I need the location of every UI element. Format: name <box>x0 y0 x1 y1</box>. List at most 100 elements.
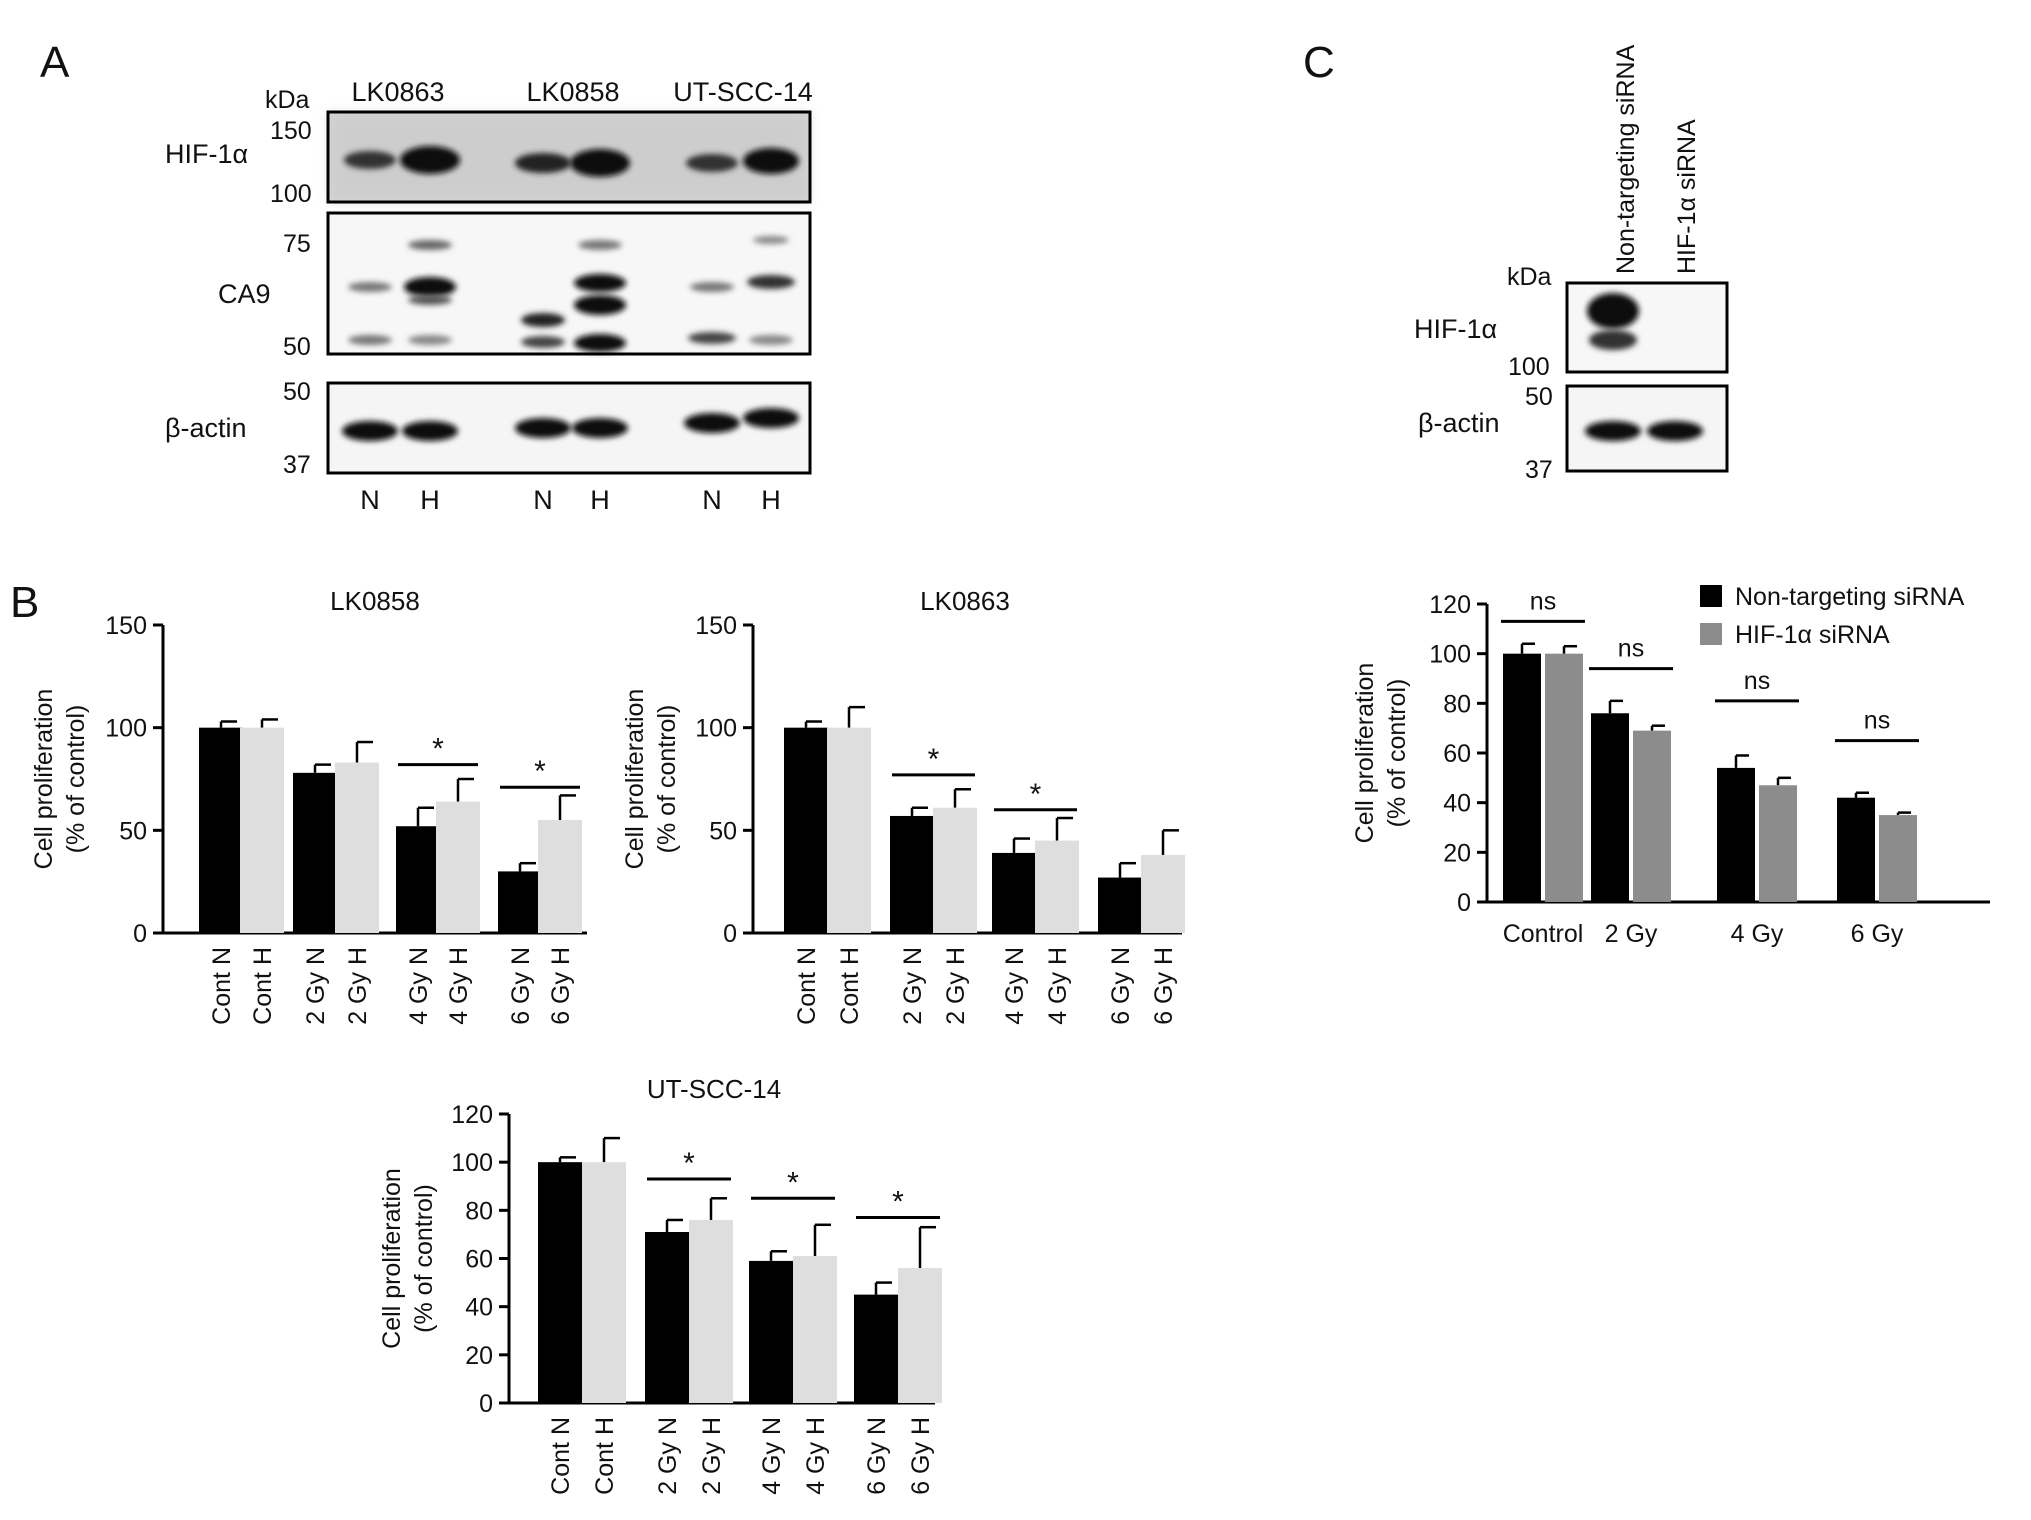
y-tick-label: 60 <box>1443 740 1471 768</box>
blot-a-lane-2: H <box>420 485 440 515</box>
blot-a-lane-1: N <box>360 485 380 515</box>
bar <box>199 727 243 933</box>
legend-swatch <box>1700 585 1722 607</box>
significance-label: * <box>892 1186 904 1219</box>
x-tick-label: 6 Gy H <box>907 1417 935 1495</box>
x-tick-label: 4 Gy <box>1731 920 1784 948</box>
y-tick-label: 50 <box>709 817 737 845</box>
y-tick-label: 40 <box>1443 790 1471 818</box>
bar <box>1545 653 1583 902</box>
panel-letter-c: C <box>1303 38 1335 87</box>
x-tick-label: 6 Gy N <box>1107 947 1135 1025</box>
bar <box>1879 815 1917 902</box>
chart-title: UT-SCC-14 <box>647 1074 781 1104</box>
y-axis-label: (% of control) <box>1383 679 1411 828</box>
x-tick-label: Cont N <box>547 1417 575 1495</box>
bar <box>498 871 542 933</box>
blot-a-lane-6: H <box>761 485 781 515</box>
bar <box>538 820 582 933</box>
x-tick-label: 2 Gy H <box>344 947 372 1025</box>
blot-a-marker-50a: 50 <box>283 333 311 361</box>
blot-c-lane-label-1: Non-targeting siRNA <box>1612 44 1640 274</box>
x-tick-label: 2 Gy N <box>899 947 927 1025</box>
y-axis-label: (% of control) <box>62 705 90 854</box>
blot-a-lane-3: N <box>533 485 553 515</box>
x-tick-label: 6 Gy <box>1851 920 1904 948</box>
x-tick-label: 4 Gy H <box>802 1417 830 1495</box>
x-tick-label: 6 Gy H <box>547 947 575 1025</box>
x-tick-label: Cont H <box>591 1417 619 1495</box>
y-tick-label: 0 <box>133 920 147 948</box>
blot-a-cell-line-1: LK0863 <box>351 77 444 107</box>
blot-a-hif-bands <box>326 110 812 204</box>
x-tick-label: Cont H <box>249 947 277 1025</box>
significance-label: * <box>787 1166 799 1199</box>
x-tick-label: Cont N <box>793 947 821 1025</box>
y-tick-label: 150 <box>105 612 147 640</box>
y-tick-label: 40 <box>465 1294 493 1322</box>
bar <box>933 807 977 933</box>
x-tick-label: 2 Gy H <box>942 947 970 1025</box>
blot-a-marker-50b: 50 <box>283 378 311 406</box>
bar <box>784 727 828 933</box>
bar <box>436 801 480 933</box>
significance-label: * <box>534 755 546 788</box>
bar <box>992 852 1036 933</box>
y-axis-label: (% of control) <box>653 705 681 854</box>
bar <box>854 1294 898 1403</box>
bar <box>1759 785 1797 902</box>
y-tick-label: 100 <box>1429 641 1471 669</box>
significance-label: * <box>683 1147 695 1180</box>
blot-c-marker-37: 37 <box>1525 456 1553 484</box>
x-tick-label: 2 Gy <box>1605 920 1658 948</box>
x-tick-label: 4 Gy H <box>1044 947 1072 1025</box>
panel-letter-a: A <box>40 38 70 87</box>
blot-a-cell-line-2: LK0858 <box>526 77 619 107</box>
y-tick-label: 80 <box>465 1197 493 1225</box>
y-tick-label: 0 <box>723 920 737 948</box>
blot-c-row-label-hif: HIF-1α <box>1414 314 1497 344</box>
y-tick-label: 100 <box>451 1149 493 1177</box>
x-tick-label: 4 Gy N <box>758 1417 786 1495</box>
blot-a-marker-75: 75 <box>283 230 311 258</box>
bar <box>538 1162 582 1403</box>
y-axis-label: Cell proliferation <box>30 689 58 870</box>
significance-label: * <box>1030 778 1042 811</box>
significance-label: * <box>432 733 444 766</box>
bar <box>898 1268 942 1403</box>
y-axis-label: Cell proliferation <box>1351 663 1379 844</box>
bar <box>1503 653 1541 902</box>
blot-c-hif-bands <box>1565 281 1729 374</box>
chart-sirna: Cell proliferation (% of control) 0 20 40 60 8… <box>1351 583 1990 948</box>
significance-label: ns <box>1530 587 1556 615</box>
blot-a-marker-100: 100 <box>270 180 312 208</box>
blot-a-lane-4: H <box>590 485 610 515</box>
bar <box>793 1256 837 1403</box>
blot-a-row-label-hif: HIF-1α <box>165 139 248 169</box>
x-tick-label: Cont N <box>208 947 236 1025</box>
y-tick-label: 150 <box>695 612 737 640</box>
bar <box>335 762 379 933</box>
blot-a-actin-bands <box>326 381 812 475</box>
y-tick-label: 120 <box>1429 591 1471 619</box>
bar <box>1633 730 1671 902</box>
y-tick-label: 80 <box>1443 690 1471 718</box>
y-tick-label: 100 <box>105 715 147 743</box>
y-tick-label: 0 <box>479 1390 493 1418</box>
panel-letter-b: B <box>10 578 39 627</box>
bar <box>689 1219 733 1403</box>
blot-c-marker-100: 100 <box>1508 353 1550 381</box>
significance-label: ns <box>1864 707 1890 735</box>
chart-title: LK0863 <box>920 586 1010 616</box>
bar <box>890 815 934 933</box>
y-tick-label: 20 <box>465 1342 493 1370</box>
blot-a-row-label-ca9: CA9 <box>218 279 271 309</box>
chart-lk0863: LK0863 Cell proliferation (% of control) 0 5… <box>621 586 1185 1025</box>
x-tick-label: 2 Gy H <box>698 1417 726 1495</box>
y-tick-label: 50 <box>119 817 147 845</box>
bar <box>645 1232 689 1403</box>
bar <box>1591 713 1629 902</box>
chart-title: LK0858 <box>330 586 420 616</box>
western-blot-c: Non-targeting siRNA HIF-1α siRNA kDa HIF… <box>1414 44 1729 484</box>
